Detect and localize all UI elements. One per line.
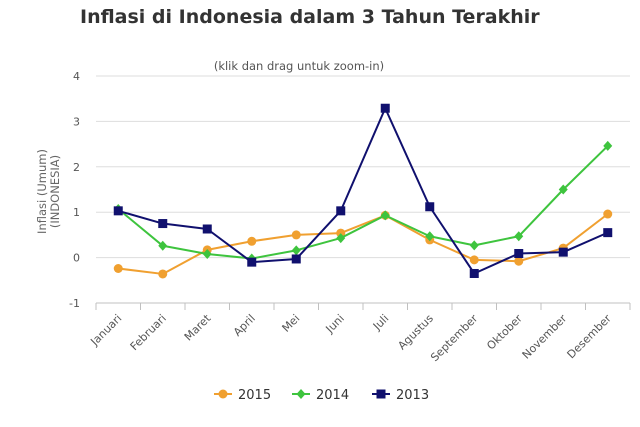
y-axis-label-line: Inflasi (Umum) [35, 149, 49, 234]
data-point-2014[interactable] [202, 248, 212, 259]
x-tick-label: Januari [87, 312, 124, 349]
data-point-2015[interactable] [247, 236, 257, 246]
x-tick-label: Februari [128, 312, 169, 353]
x-tick-label: September [428, 312, 481, 365]
series-line-2015[interactable] [118, 213, 609, 275]
data-point-2014[interactable] [558, 184, 568, 195]
data-point-2015[interactable] [603, 209, 613, 219]
legend-item-2014[interactable]: 2014 [316, 388, 349, 403]
data-point-2013[interactable] [514, 249, 524, 259]
data-point-2015[interactable] [158, 269, 168, 279]
y-tick-label: 0 [73, 252, 80, 265]
data-point-2014[interactable] [336, 233, 346, 244]
data-point-2013[interactable] [336, 206, 346, 216]
data-point-2014[interactable] [425, 231, 435, 242]
data-point-2014[interactable] [469, 240, 479, 251]
data-point-2015[interactable] [291, 230, 301, 240]
legend-marker-2015[interactable] [218, 389, 228, 399]
y-axis-label-line: (INDONESIA) [48, 155, 62, 228]
data-point-2013[interactable] [291, 254, 301, 264]
series-line-2014[interactable] [117, 145, 609, 260]
data-point-2014[interactable] [514, 231, 524, 242]
x-tick-label: Juni [323, 312, 347, 336]
data-point-2015[interactable] [469, 255, 479, 265]
x-tick-label: Agustus [395, 312, 436, 353]
y-tick-label: -1 [69, 297, 80, 310]
data-point-2013[interactable] [158, 219, 168, 229]
data-point-2014[interactable] [603, 140, 613, 151]
data-point-2015[interactable] [113, 263, 123, 273]
data-point-2013[interactable] [558, 247, 568, 257]
data-point-2013[interactable] [469, 268, 479, 278]
legend-item-2013[interactable]: 2013 [396, 388, 429, 403]
x-tick-label: November [520, 312, 570, 362]
y-axis-label: Inflasi (Umum)(INDONESIA) [35, 149, 62, 234]
y-tick-label: 2 [73, 161, 80, 174]
x-tick-label: Desember [565, 312, 615, 362]
legend-marker-2013[interactable] [376, 389, 386, 399]
y-tick-label: 4 [73, 70, 80, 83]
x-tick-label: Mei [280, 312, 303, 335]
data-point-2013[interactable] [425, 202, 435, 212]
data-point-2015[interactable] [514, 256, 524, 266]
x-tick-label: Juli [370, 312, 391, 333]
data-point-2013[interactable] [202, 224, 212, 234]
chart-subtitle: (klik dan drag untuk zoom-in) [213, 59, 385, 73]
data-point-2013[interactable] [247, 257, 257, 267]
y-tick-label: 1 [73, 206, 80, 219]
data-point-2014[interactable] [158, 240, 168, 251]
data-point-2013[interactable] [380, 103, 390, 113]
x-tick-label: Oktober [484, 312, 525, 353]
data-point-2013[interactable] [113, 206, 123, 216]
legend-marker-2014[interactable] [296, 389, 306, 399]
chart-title: Inflasi di Indonesia dalam 3 Tahun Terak… [80, 6, 540, 28]
x-tick-label: April [231, 312, 258, 339]
series-line-2013[interactable] [117, 107, 609, 275]
y-tick-label: 3 [73, 115, 80, 128]
data-point-2013[interactable] [603, 228, 613, 238]
data-point-2014[interactable] [291, 245, 301, 256]
data-point-2014[interactable] [380, 210, 390, 221]
x-tick-label: Maret [182, 311, 214, 343]
legend-item-2015[interactable]: 2015 [238, 388, 271, 403]
